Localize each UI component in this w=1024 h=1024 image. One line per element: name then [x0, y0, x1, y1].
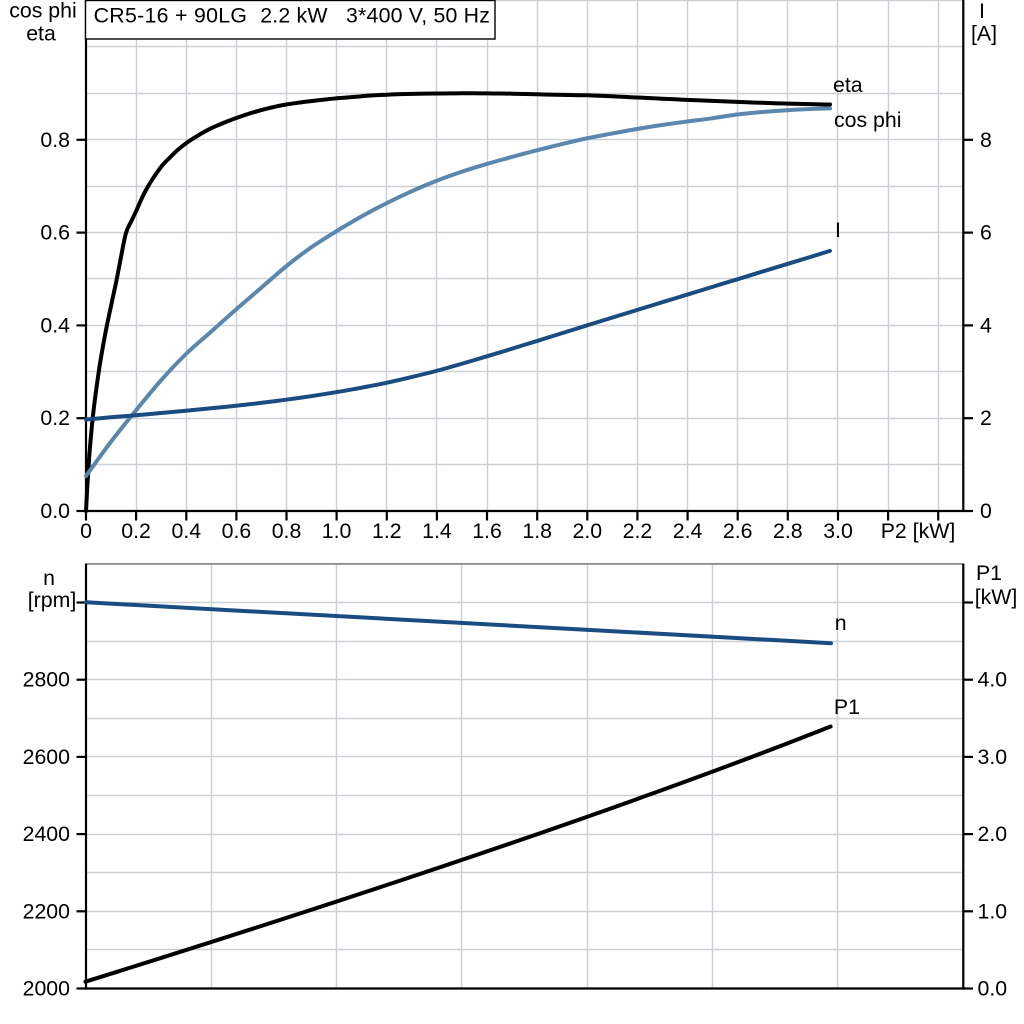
- svg-text:n: n: [835, 611, 847, 635]
- svg-text:4: 4: [980, 313, 992, 337]
- svg-text:3.0: 3.0: [978, 745, 1008, 769]
- svg-text:2.4: 2.4: [673, 519, 703, 543]
- svg-text:3*400 V, 50 Hz: 3*400 V, 50 Hz: [346, 3, 490, 27]
- svg-text:2.0: 2.0: [572, 519, 602, 543]
- svg-text:eta: eta: [833, 73, 863, 97]
- svg-text:cos phi: cos phi: [834, 108, 901, 132]
- svg-text:0.4: 0.4: [171, 519, 201, 543]
- svg-text:2600: 2600: [23, 745, 71, 769]
- svg-text:0.8: 0.8: [40, 128, 70, 152]
- svg-text:P2 [kW]: P2 [kW]: [881, 519, 956, 543]
- svg-text:eta: eta: [26, 21, 56, 45]
- svg-text:4.0: 4.0: [978, 668, 1008, 692]
- svg-text:2.8: 2.8: [773, 519, 803, 543]
- svg-text:1.8: 1.8: [522, 519, 552, 543]
- svg-text:2: 2: [980, 406, 992, 430]
- svg-text:2000: 2000: [23, 977, 71, 1001]
- svg-text:0.0: 0.0: [978, 977, 1008, 1001]
- svg-text:2.2 kW: 2.2 kW: [260, 3, 328, 27]
- svg-text:0.2: 0.2: [121, 519, 151, 543]
- svg-text:1.0: 1.0: [322, 519, 352, 543]
- svg-text:6: 6: [980, 221, 992, 245]
- svg-text:0.6: 0.6: [222, 519, 252, 543]
- svg-text:0: 0: [980, 499, 992, 523]
- svg-text:n: n: [43, 566, 55, 590]
- svg-text:[rpm]: [rpm]: [28, 588, 77, 612]
- svg-text:0.0: 0.0: [40, 499, 70, 523]
- svg-text:1.2: 1.2: [372, 519, 402, 543]
- svg-text:P1: P1: [834, 695, 860, 719]
- svg-text:2200: 2200: [23, 899, 71, 923]
- svg-text:0.8: 0.8: [272, 519, 302, 543]
- svg-text:P1: P1: [976, 561, 1002, 585]
- svg-text:8: 8: [980, 128, 992, 152]
- svg-text:0.2: 0.2: [40, 406, 70, 430]
- svg-text:0.4: 0.4: [40, 313, 70, 337]
- svg-text:2.6: 2.6: [723, 519, 753, 543]
- svg-text:3.0: 3.0: [823, 519, 853, 543]
- svg-text:CR5-16 + 90LG: CR5-16 + 90LG: [94, 3, 248, 27]
- svg-text:I: I: [835, 218, 841, 242]
- svg-text:1.4: 1.4: [422, 519, 452, 543]
- svg-text:2.2: 2.2: [623, 519, 653, 543]
- svg-text:[A]: [A]: [971, 21, 997, 45]
- svg-text:[kW]: [kW]: [975, 585, 1018, 609]
- svg-text:2800: 2800: [23, 668, 71, 692]
- svg-text:1.6: 1.6: [472, 519, 502, 543]
- svg-text:2400: 2400: [23, 822, 71, 846]
- svg-text:I: I: [979, 0, 985, 23]
- svg-text:0: 0: [80, 519, 92, 543]
- svg-text:cos phi: cos phi: [9, 0, 76, 23]
- svg-text:1.0: 1.0: [978, 899, 1008, 923]
- svg-text:0.6: 0.6: [40, 221, 70, 245]
- svg-text:2.0: 2.0: [978, 822, 1008, 846]
